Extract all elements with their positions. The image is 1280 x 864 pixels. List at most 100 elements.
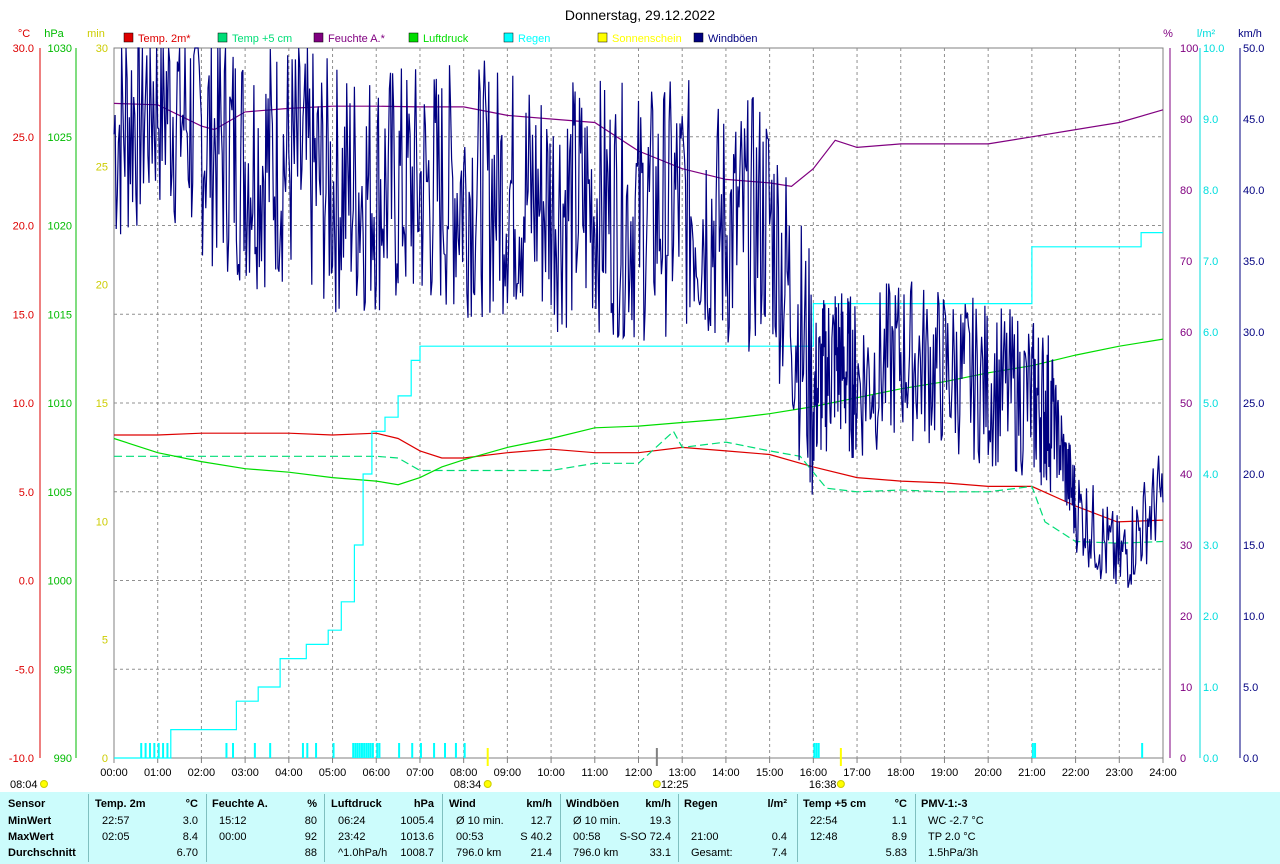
stats-header: PMV-1:-3 xyxy=(921,798,968,810)
stats-cell-time: 15:12 xyxy=(219,815,247,827)
rain-axis-tick: 4.0 xyxy=(1203,469,1218,481)
stats-cell-time: 796.0 km xyxy=(573,847,619,859)
pressure-axis-tick: 1030 xyxy=(48,43,72,55)
x-tick-label: 05:00 xyxy=(319,767,347,779)
rain-bar xyxy=(360,743,363,758)
sunrise-icon xyxy=(40,780,48,788)
stats-cell-value: 19.3 xyxy=(649,815,671,827)
temp-axis-tick: 15.0 xyxy=(13,309,34,321)
pressure-axis-tick: 990 xyxy=(54,753,72,765)
legend-swatch xyxy=(217,32,228,43)
stats-column-separator xyxy=(797,794,798,862)
wind-axis-tick: 0.0 xyxy=(1243,753,1258,765)
humidity-axis-tick: 40 xyxy=(1180,469,1192,481)
temp-axis-tick: 30.0 xyxy=(13,43,34,55)
legend-label: Temp +5 cm xyxy=(232,33,292,45)
stats-cell-value: 8.4 xyxy=(182,831,198,843)
rain-bar xyxy=(356,743,359,758)
wind-axis-tick: 5.0 xyxy=(1243,682,1258,694)
rain-bar xyxy=(148,743,151,758)
rain-bar xyxy=(463,743,466,758)
chart-title: Donnerstag, 29.12.2022 xyxy=(565,7,715,23)
stats-header: Luftdruck xyxy=(331,798,382,810)
rain-axis-tick: 8.0 xyxy=(1203,185,1218,197)
wind-axis-tick: 45.0 xyxy=(1243,114,1264,126)
humidity-axis-tick: 20 xyxy=(1180,611,1192,623)
noon-icon xyxy=(652,780,661,788)
stats-column-separator xyxy=(560,794,561,862)
rain-bar xyxy=(817,743,820,758)
rain-axis-tick: 2.0 xyxy=(1203,611,1218,623)
sun-axis-tick: 25 xyxy=(96,161,108,173)
stats-cell-value: S-SO 72.4 xyxy=(619,831,671,843)
stats-header-unit: % xyxy=(307,798,317,810)
stats-header: Windböen xyxy=(566,798,620,810)
stats-cell-value: 88 xyxy=(304,847,317,859)
rain-bar xyxy=(378,743,381,758)
rain-bar xyxy=(371,743,374,758)
x-tick-label: 09:00 xyxy=(494,767,522,779)
legend-label: Feuchte A.* xyxy=(328,33,386,45)
legend-label: Sonnenschein xyxy=(612,33,682,45)
y-axes: 30.025.020.015.010.05.00.0-5.0-10.010301… xyxy=(9,28,1265,765)
wind-axis-tick: 30.0 xyxy=(1243,327,1264,339)
rain-bar xyxy=(354,743,357,758)
x-tick-label: 02:00 xyxy=(188,767,216,779)
humidity-unit: % xyxy=(1163,28,1173,40)
sunrise-chart-label: 08:34 xyxy=(454,779,482,791)
wind-axis-tick: 20.0 xyxy=(1243,469,1264,481)
rain-bar xyxy=(225,743,228,758)
sun-axis-tick: 0 xyxy=(102,753,108,765)
humidity-axis-tick: 30 xyxy=(1180,540,1192,552)
stats-cell-time: WC -2.7 °C xyxy=(928,815,984,827)
stats-cell-time: Ø 10 min. xyxy=(456,815,504,827)
legend-swatch xyxy=(503,32,514,43)
rain-bar xyxy=(433,743,436,758)
rain-axis-tick: 5.0 xyxy=(1203,398,1218,410)
stats-cell-time: Ø 10 min. xyxy=(573,815,621,827)
stats-cell-time: 23:42 xyxy=(338,831,366,843)
rain-bar xyxy=(332,743,335,758)
x-tick-label: 15:00 xyxy=(756,767,784,779)
stats-column-separator xyxy=(206,794,207,862)
temp-axis-tick: -10.0 xyxy=(9,753,34,765)
wind-axis-tick: 25.0 xyxy=(1243,398,1264,410)
stats-column-separator xyxy=(678,794,679,862)
legend: Temp. 2m* Temp +5 cm Feuchte A.* Luftdruck R… xyxy=(123,32,758,45)
stats-cell-time: 22:57 xyxy=(102,815,130,827)
stats-cell-value: 7.4 xyxy=(771,847,787,859)
wind-axis-tick: 35.0 xyxy=(1243,256,1264,268)
wind-axis-tick: 50.0 xyxy=(1243,43,1264,55)
rain-bar xyxy=(153,743,156,758)
temp-axis-tick: 0.0 xyxy=(19,576,34,588)
temp-axis-tick: 5.0 xyxy=(19,487,34,499)
series-line-windb-en xyxy=(113,47,1164,588)
rain-bar xyxy=(232,743,235,758)
stats-column-separator xyxy=(915,794,916,862)
stats-cell-value: 0.4 xyxy=(771,831,787,843)
x-tick-label: 24:00 xyxy=(1149,767,1177,779)
sun-axis-tick: 20 xyxy=(96,280,108,292)
stats-cell-time: 12:48 xyxy=(810,831,838,843)
stats-cell-time: 06:24 xyxy=(338,815,366,827)
x-tick-label: 06:00 xyxy=(362,767,390,779)
stats-header: Sensor xyxy=(8,798,46,810)
humidity-axis-tick: 80 xyxy=(1180,185,1192,197)
wind-axis-tick: 40.0 xyxy=(1243,185,1264,197)
humidity-axis-tick: 10 xyxy=(1180,682,1192,694)
rain-bar xyxy=(358,743,361,758)
rain-bar xyxy=(306,743,309,758)
stats-cell-value: 1013.6 xyxy=(400,831,434,843)
x-tick-label: 13:00 xyxy=(668,767,696,779)
stats-cell-value: 3.0 xyxy=(182,815,198,827)
pressure-axis-tick: 1005 xyxy=(48,487,72,499)
stats-cell-value: 21.4 xyxy=(530,847,552,859)
sunrise-label: 08:04 xyxy=(10,779,38,791)
pressure-unit: hPa xyxy=(44,28,64,40)
legend-swatch xyxy=(597,32,608,43)
x-tick-label: 10:00 xyxy=(537,767,565,779)
weather-chart: Donnerstag, 29.12.2022 30.0 25.0 20.0 15.0 1… xyxy=(9,7,1265,791)
rain-bar xyxy=(369,743,372,758)
stats-row-label: Durchschnitt xyxy=(8,847,76,859)
rain-bar xyxy=(253,743,256,758)
